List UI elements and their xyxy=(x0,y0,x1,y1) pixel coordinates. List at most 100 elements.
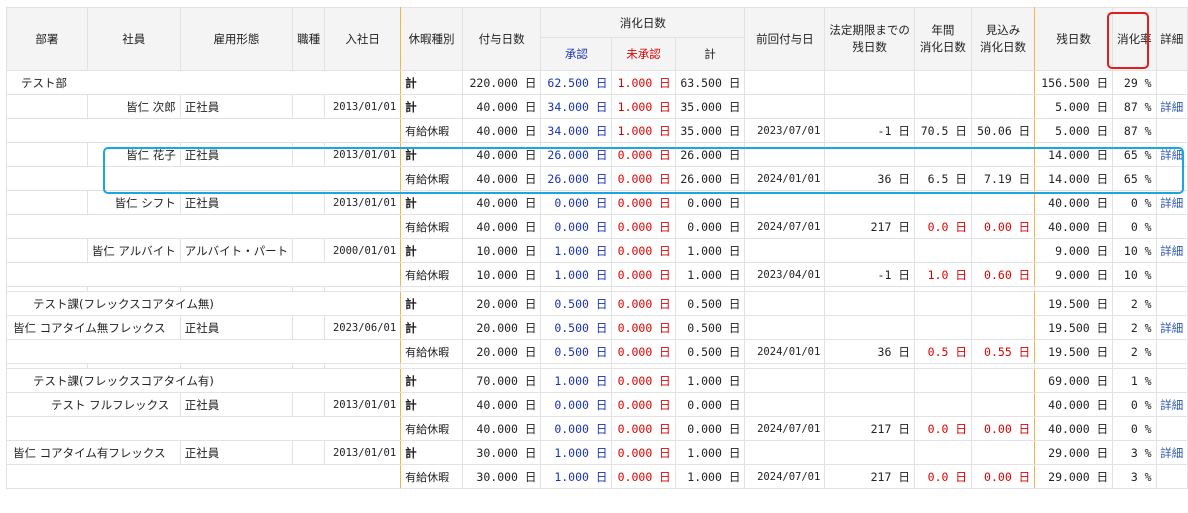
remaining-days-cell: 29.000 日 xyxy=(1034,440,1114,465)
consumption-rate-cell: 3 % xyxy=(1112,464,1157,489)
forecast-consumed-cell xyxy=(970,440,1036,465)
prev-grant-date-cell xyxy=(744,315,826,340)
unapproved-days-cell: 0.000 日 xyxy=(611,291,676,316)
unapproved-days-cell: 1.000 日 xyxy=(611,94,676,119)
approved-days-cell: 34.000 日 xyxy=(540,118,613,143)
granted-days-cell: 20.000 日 xyxy=(461,291,542,316)
consumption-rate-cell: 10 % xyxy=(1112,238,1157,263)
approved-days-cell: 1.000 日 xyxy=(540,440,613,465)
annual-consumed-cell: 70.5 日 xyxy=(913,118,972,143)
annual-consumed-cell xyxy=(913,315,972,340)
forecast-consumed-cell xyxy=(970,291,1036,316)
annual-consumed-cell xyxy=(913,368,972,393)
header-forecast-line1: 見込み xyxy=(985,23,1021,37)
consumption-rate-cell: 10 % xyxy=(1112,262,1157,287)
detail-link[interactable]: 詳細 xyxy=(1155,392,1188,417)
unapproved-days-cell: 0.000 日 xyxy=(611,416,676,441)
empty-cell xyxy=(5,262,402,287)
leave-type-cell: 計 xyxy=(400,238,463,263)
header-dept[interactable]: 部署 xyxy=(6,7,88,71)
table-row: 皆仁 コアタイム無フレックス 正社員 2023/06/01 計 20.000 日 0.50… xyxy=(6,315,1188,340)
leave-type-cell: 有給休暇 xyxy=(400,416,463,441)
leave-type-cell: 計 xyxy=(400,440,463,465)
header-consumed-total[interactable]: 計 xyxy=(674,37,746,71)
granted-days-cell: 70.000 日 xyxy=(461,368,542,393)
approved-days-cell: 0.000 日 xyxy=(540,214,613,239)
remaining-days-cell: 9.000 日 xyxy=(1034,262,1114,287)
detail-link[interactable]: 詳細 xyxy=(1155,238,1188,263)
consumed-total-cell: 0.500 日 xyxy=(674,315,746,340)
prev-grant-date-cell: 2024/07/01 xyxy=(744,214,826,239)
forecast-consumed-cell: 0.00 日 xyxy=(970,416,1036,441)
table-body: テスト部計 220.000 日 62.500 日 1.000 日 63.500 日 156… xyxy=(5,70,1188,489)
empty-cell xyxy=(1155,368,1188,393)
leave-type-cell: 有給休暇 xyxy=(400,339,463,364)
consumption-rate-cell: 3 % xyxy=(1112,440,1157,465)
detail-link[interactable]: 詳細 xyxy=(1155,142,1188,167)
header-employee[interactable]: 社員 xyxy=(86,7,181,71)
unapproved-days-cell: 0.000 日 xyxy=(611,464,676,489)
header-remaining[interactable]: 残日数 xyxy=(1034,7,1114,71)
table-row: テスト フルフレックス 正社員 2013/01/01 計 40.000 日 0.000 日… xyxy=(6,392,1188,417)
hire-date-cell: 2013/01/01 xyxy=(324,94,402,119)
granted-days-cell: 20.000 日 xyxy=(461,315,542,340)
forecast-consumed-cell xyxy=(970,392,1036,417)
empty-cell xyxy=(1155,339,1188,364)
detail-link[interactable]: 詳細 xyxy=(1155,440,1188,465)
header-prev-grant-date[interactable]: 前回付与日 xyxy=(744,7,826,71)
legal-remaining-cell xyxy=(824,70,915,95)
header-annual-consumed[interactable]: 年間 消化日数 xyxy=(913,7,972,71)
prev-grant-date-cell: 2023/04/01 xyxy=(744,262,826,287)
forecast-consumed-cell: 7.19 日 xyxy=(970,166,1036,191)
header-annual-line1: 年間 xyxy=(931,23,955,37)
legal-remaining-cell: 36 日 xyxy=(824,339,915,364)
granted-days-cell: 40.000 日 xyxy=(461,166,542,191)
approved-days-cell: 62.500 日 xyxy=(540,70,613,95)
annual-consumed-cell xyxy=(913,94,972,119)
table-row: 皆仁 花子 正社員 2013/01/01 計 40.000 日 26.000 日 0.000… xyxy=(6,142,1188,167)
header-unapproved[interactable]: 未承認 xyxy=(611,37,676,71)
table-header: 部署 社員 雇用形態 職種 入社日 休暇種別 付与日数 消化日数 前回付与日 法… xyxy=(6,7,1188,71)
consumed-total-cell: 1.000 日 xyxy=(674,262,746,287)
unapproved-days-cell: 0.000 日 xyxy=(611,339,676,364)
consumed-total-cell: 0.500 日 xyxy=(674,339,746,364)
consumed-total-cell: 1.000 日 xyxy=(674,238,746,263)
detail-link[interactable]: 詳細 xyxy=(1155,315,1188,340)
header-job-type[interactable]: 職種 xyxy=(292,7,326,71)
header-consumption-rate[interactable]: 消化率 xyxy=(1112,7,1157,71)
prev-grant-date-cell: 2023/07/01 xyxy=(744,118,826,143)
header-forecast-consumed[interactable]: 見込み 消化日数 xyxy=(970,7,1036,71)
granted-days-cell: 30.000 日 xyxy=(461,464,542,489)
empty-cell xyxy=(6,94,88,119)
employee-name-cell: 皆仁 アルバイト xyxy=(86,238,181,263)
approved-days-cell: 0.500 日 xyxy=(540,339,613,364)
header-employment-type[interactable]: 雇用形態 xyxy=(179,7,294,71)
detail-link[interactable]: 詳細 xyxy=(1155,190,1188,215)
forecast-consumed-cell xyxy=(970,190,1036,215)
granted-days-cell: 40.000 日 xyxy=(461,94,542,119)
forecast-consumed-cell xyxy=(970,238,1036,263)
header-legal-remaining[interactable]: 法定期限までの 残日数 xyxy=(824,7,915,71)
consumed-total-cell: 1.000 日 xyxy=(674,440,746,465)
header-legal-remaining-line2: 残日数 xyxy=(852,40,887,54)
consumption-rate-cell: 1 % xyxy=(1112,368,1157,393)
approved-days-cell: 0.000 日 xyxy=(540,416,613,441)
annual-consumed-cell: 1.0 日 xyxy=(913,262,972,287)
approved-days-cell: 1.000 日 xyxy=(540,262,613,287)
header-approved[interactable]: 承認 xyxy=(540,37,613,71)
hire-date-cell: 2013/01/01 xyxy=(324,440,402,465)
empty-cell xyxy=(5,416,402,441)
consumption-rate-cell: 0 % xyxy=(1112,190,1157,215)
header-granted-days[interactable]: 付与日数 xyxy=(461,7,542,71)
empty-cell xyxy=(1155,464,1188,489)
prev-grant-date-cell xyxy=(744,392,826,417)
header-leave-type[interactable]: 休暇種別 xyxy=(400,7,463,71)
dept-name-cell: テスト課(フレックスコアタイム無) xyxy=(5,291,402,316)
hire-date-cell: 2023/06/01 xyxy=(324,315,402,340)
leave-type-cell: 有給休暇 xyxy=(400,166,463,191)
legal-remaining-cell xyxy=(824,238,915,263)
prev-grant-date-cell: 2024/01/01 xyxy=(744,166,826,191)
detail-link[interactable]: 詳細 xyxy=(1155,94,1188,119)
header-hire-date[interactable]: 入社日 xyxy=(324,7,402,71)
forecast-consumed-cell xyxy=(970,368,1036,393)
